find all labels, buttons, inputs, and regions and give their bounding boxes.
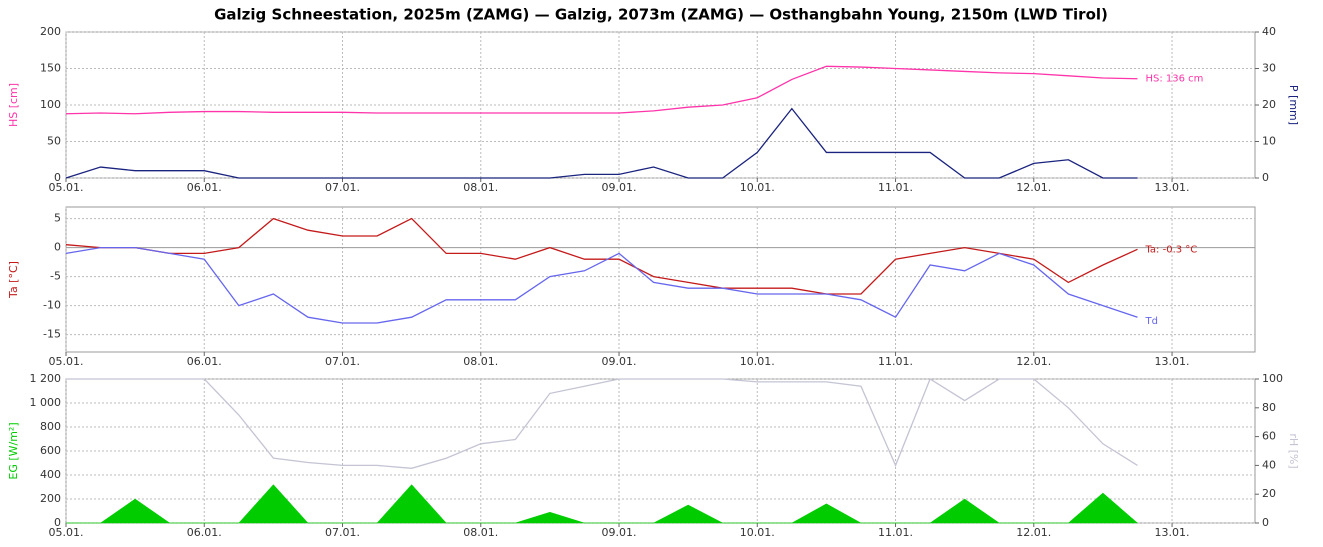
y2-tick-label: 60	[1262, 430, 1276, 443]
y-axis-label: Ta [°C]	[7, 261, 20, 299]
x-tick-label: 08.01.	[463, 355, 498, 368]
y2-tick-label: 80	[1262, 401, 1276, 414]
y-tick-label: 0	[54, 171, 61, 184]
y-tick-label: 200	[40, 25, 61, 38]
y-tick-label: 1 000	[30, 396, 62, 409]
y2-tick-label: 100	[1262, 372, 1283, 385]
x-tick-label: 12.01.	[1016, 181, 1051, 194]
y2-tick-label: 0	[1262, 516, 1269, 529]
y-tick-label: 150	[40, 62, 61, 75]
y2-tick-label: 30	[1262, 62, 1276, 75]
y-tick-label: 800	[40, 420, 61, 433]
y-tick-label: -5	[50, 270, 61, 283]
series-end-label: HS: 136 cm	[1145, 74, 1203, 85]
y2-tick-label: 20	[1262, 487, 1276, 500]
series-line	[65, 107, 1138, 179]
x-tick-label: 06.01.	[187, 181, 222, 194]
x-tick-label: 12.01.	[1016, 355, 1051, 368]
y-tick-label: 200	[40, 492, 61, 505]
y2-axis-label: rH [%]	[1287, 433, 1300, 468]
y-tick-label: -10	[43, 299, 61, 312]
x-tick-label: 09.01.	[602, 355, 637, 368]
x-tick-label: 13.01.	[1155, 526, 1190, 539]
y-tick-label: 5	[54, 212, 61, 225]
chart-title: Galzig Schneestation, 2025m (ZAMG) — Gal…	[214, 6, 1108, 24]
x-tick-label: 09.01.	[602, 526, 637, 539]
x-tick-label: 05.01.	[49, 181, 84, 194]
x-tick-label: 08.01.	[463, 526, 498, 539]
x-tick-label: 11.01.	[878, 355, 913, 368]
x-tick-label: 07.01.	[325, 355, 360, 368]
x-tick-label: 12.01.	[1016, 526, 1051, 539]
y2-tick-label: 40	[1262, 458, 1276, 471]
x-tick-label: 07.01.	[325, 181, 360, 194]
y-axis-label: HS [cm]	[7, 83, 20, 127]
y-tick-label: 600	[40, 444, 61, 457]
plot-area	[65, 31, 1256, 179]
series-line	[66, 378, 1138, 469]
x-tick-label: 06.01.	[187, 526, 222, 539]
y-tick-label: 0	[54, 241, 61, 254]
y-tick-label: 100	[40, 98, 61, 111]
y2-tick-label: 20	[1262, 98, 1276, 111]
y-tick-label: 50	[47, 135, 61, 148]
x-tick-label: 11.01.	[878, 181, 913, 194]
x-tick-label: 05.01.	[49, 355, 84, 368]
y2-tick-label: 0	[1262, 171, 1269, 184]
series-end-label: Ta: -0.3 °C	[1144, 244, 1197, 255]
y-axis-label: EG [W/m²]	[7, 422, 20, 479]
x-tick-label: 10.01.	[740, 526, 775, 539]
x-tick-label: 10.01.	[740, 181, 775, 194]
series-line	[65, 217, 1138, 295]
plot-area	[65, 206, 1256, 353]
plot-area	[65, 378, 1256, 524]
y2-tick-label: 40	[1262, 25, 1276, 38]
x-tick-label: 07.01.	[325, 526, 360, 539]
y-tick-label: 400	[40, 468, 61, 481]
series-end-label: Td	[1144, 316, 1157, 327]
series-line	[65, 246, 1138, 324]
x-tick-label: 13.01.	[1155, 355, 1190, 368]
y-tick-label: 1 200	[30, 372, 62, 385]
x-tick-label: 05.01.	[49, 526, 84, 539]
x-tick-label: 10.01.	[740, 355, 775, 368]
series-area	[66, 484, 1139, 524]
y2-axis-label: P [mm]	[1287, 85, 1300, 125]
x-tick-label: 08.01.	[463, 181, 498, 194]
y2-tick-label: 10	[1262, 135, 1276, 148]
x-tick-label: 13.01.	[1155, 181, 1190, 194]
series-line	[65, 65, 1138, 115]
x-tick-label: 09.01.	[602, 181, 637, 194]
y-tick-label: 0	[54, 516, 61, 529]
x-tick-label: 06.01.	[187, 355, 222, 368]
y-tick-label: -15	[43, 328, 61, 341]
x-tick-label: 11.01.	[878, 526, 913, 539]
